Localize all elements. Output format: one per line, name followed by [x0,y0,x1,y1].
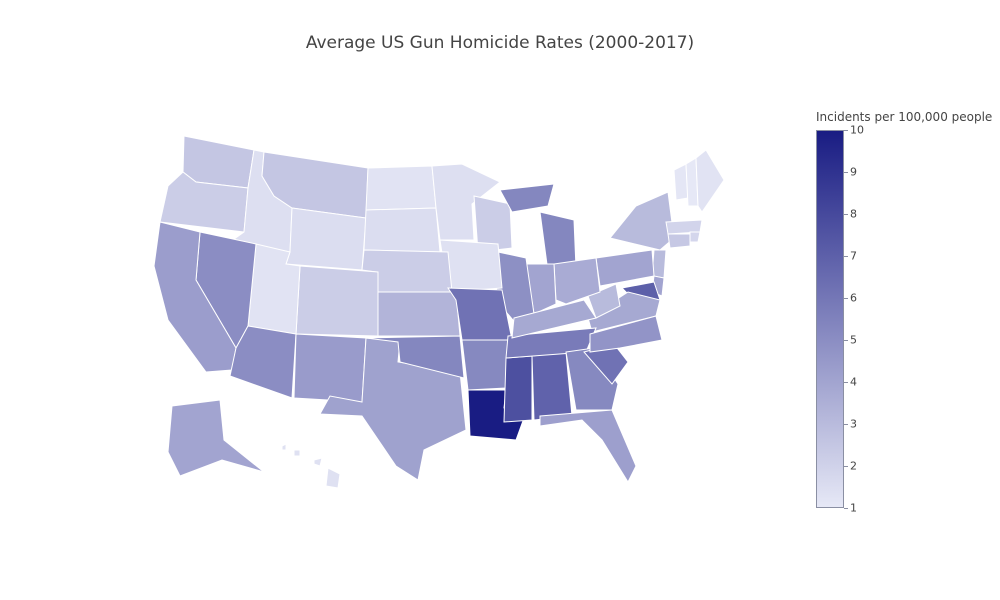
state-ny[interactable] [609,191,675,251]
state-fl[interactable] [539,409,637,484]
colorbar-tick-label: 7 [850,249,857,263]
colorbar-tick-label: 8 [850,207,857,221]
colorbar-tick-label: 6 [850,291,857,305]
state-co[interactable] [295,265,379,337]
colorbar-tick-label: 4 [850,375,857,389]
state-ar[interactable] [461,339,509,391]
state-al[interactable] [531,351,573,421]
colorbar-tick-mark [844,172,848,173]
state-ms[interactable] [503,355,533,423]
colorbar-tick-label: 5 [850,333,857,347]
state-ct[interactable] [667,233,691,249]
state-ks[interactable] [377,291,461,337]
state-ak[interactable] [167,399,265,477]
state-mn[interactable] [431,163,501,241]
colorbar-tick-mark [844,424,848,425]
colorbar-tick-mark [844,214,848,215]
state-nm[interactable] [293,333,367,403]
state-nc[interactable] [589,315,663,353]
state-sd[interactable] [363,207,441,253]
colorbar-tick-mark [844,382,848,383]
state-ri[interactable] [689,231,701,243]
colorbar-tick-mark [844,340,848,341]
state-ky[interactable] [511,299,597,339]
state-pa[interactable] [595,249,655,287]
state-wi[interactable] [473,195,513,253]
state-ga[interactable] [565,347,619,411]
colorbar-tick-label: 1 [850,501,857,515]
state-wy[interactable] [285,207,367,271]
state-nd[interactable] [365,165,437,211]
colorbar [816,130,844,508]
state-az[interactable] [229,325,297,399]
colorbar-tick-label: 3 [850,417,857,431]
colorbar-tick-mark [844,466,848,467]
state-tx[interactable] [319,337,467,481]
state-hi[interactable] [281,443,341,489]
colorbar-tick-mark [844,508,848,509]
colorbar-tick-label: 10 [850,123,864,137]
state-ok[interactable] [365,335,465,379]
colorbar-tick-label: 2 [850,459,857,473]
chart-title: Average US Gun Homicide Rates (2000-2017… [305,33,695,53]
colorbar-title: Incidents per 100,000 people [816,110,993,124]
colorbar-tick-label: 9 [850,165,857,179]
state-wv[interactable] [587,283,621,319]
state-me[interactable] [695,149,725,213]
colorbar-tick-mark [844,298,848,299]
colorbar-tick-mark [844,256,848,257]
colorbar-tick-mark [844,130,848,131]
